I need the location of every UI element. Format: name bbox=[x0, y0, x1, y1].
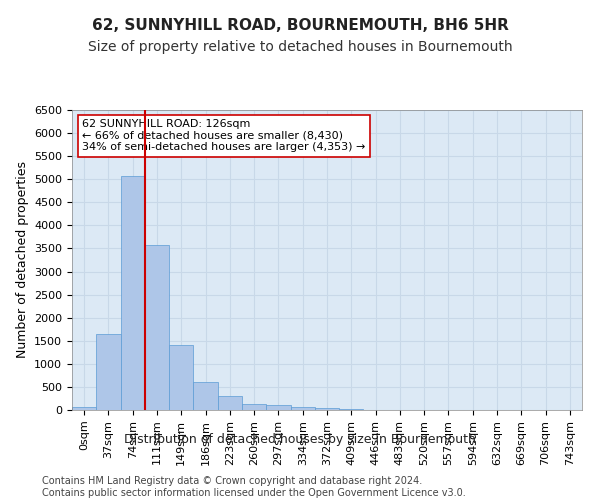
Bar bbox=[218, 396, 242, 410]
Text: 62 SUNNYHILL ROAD: 126sqm
← 66% of detached houses are smaller (8,430)
34% of se: 62 SUNNYHILL ROAD: 126sqm ← 66% of detac… bbox=[82, 119, 365, 152]
Bar bbox=[242, 404, 266, 410]
Bar bbox=[121, 176, 145, 410]
Text: Size of property relative to detached houses in Bournemouth: Size of property relative to detached ho… bbox=[88, 40, 512, 54]
Text: 62, SUNNYHILL ROAD, BOURNEMOUTH, BH6 5HR: 62, SUNNYHILL ROAD, BOURNEMOUTH, BH6 5HR bbox=[92, 18, 508, 32]
Text: Distribution of detached houses by size in Bournemouth: Distribution of detached houses by size … bbox=[124, 432, 476, 446]
Bar bbox=[315, 408, 339, 410]
Bar bbox=[145, 245, 169, 410]
Y-axis label: Number of detached properties: Number of detached properties bbox=[16, 162, 29, 358]
Bar bbox=[266, 406, 290, 410]
Text: Contains HM Land Registry data © Crown copyright and database right 2024.
Contai: Contains HM Land Registry data © Crown c… bbox=[42, 476, 466, 498]
Bar bbox=[169, 346, 193, 410]
Bar bbox=[193, 382, 218, 410]
Bar bbox=[72, 406, 96, 410]
Bar bbox=[339, 408, 364, 410]
Bar bbox=[290, 407, 315, 410]
Bar bbox=[96, 334, 121, 410]
